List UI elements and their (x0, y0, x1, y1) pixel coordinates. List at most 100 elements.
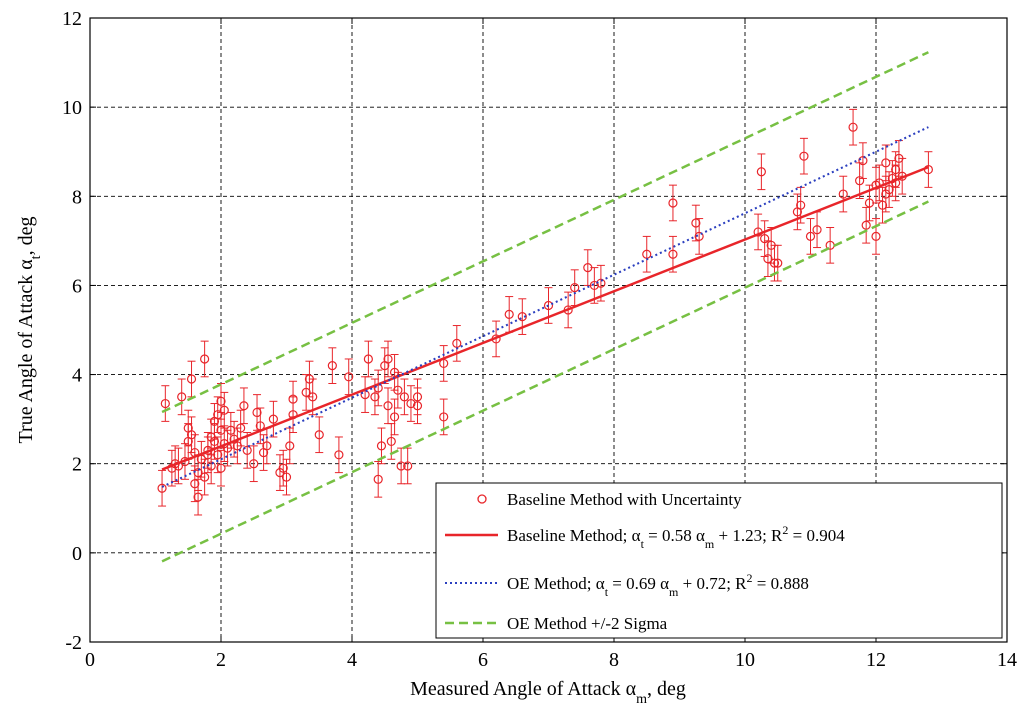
point-marker (363, 354, 373, 364)
point-marker (871, 231, 881, 241)
point-marker (393, 385, 403, 395)
y-tick-label: -2 (65, 632, 82, 654)
data-point (177, 378, 187, 416)
data-point (773, 244, 783, 282)
y-tick-label: 12 (62, 8, 82, 30)
point-marker (877, 200, 888, 210)
data-point (160, 385, 170, 422)
data-point (668, 235, 678, 273)
x-tick-label: 12 (866, 649, 886, 671)
data-point (334, 436, 344, 474)
point-marker (160, 398, 170, 409)
y-tick-label: 10 (62, 97, 82, 119)
data-point (216, 449, 226, 487)
point-marker (881, 158, 891, 168)
data-point (314, 416, 324, 454)
data-point (308, 378, 318, 416)
point-marker (796, 200, 806, 210)
legend-label-points: Baseline Method with Uncertainty (507, 490, 742, 509)
data-point (403, 447, 413, 485)
data-point (281, 458, 292, 496)
data-point (399, 378, 409, 416)
point-marker (812, 225, 822, 235)
point-marker (756, 167, 766, 177)
data-point (393, 371, 403, 409)
y-tick-label: 2 (72, 454, 82, 476)
data-point (157, 469, 167, 507)
data-point (805, 218, 816, 255)
point-marker (206, 461, 216, 471)
point-marker (226, 425, 236, 435)
sigma-band-line (161, 51, 929, 414)
data-point (848, 108, 858, 146)
point-marker (589, 280, 599, 291)
data-point (262, 427, 272, 465)
data-point (285, 427, 295, 465)
point-marker (262, 441, 272, 451)
data-point (249, 445, 259, 483)
point-marker (805, 231, 816, 241)
data-point (389, 398, 400, 436)
x-axis-label: Measured Angle of Attack αm, deg (410, 678, 686, 707)
x-tick-label: 14 (997, 649, 1017, 671)
x-tick-label: 10 (735, 649, 755, 671)
legend-marker-points (477, 494, 487, 504)
point-marker (773, 258, 783, 268)
point-marker (858, 156, 868, 166)
data-point (694, 218, 704, 255)
legend: Baseline Method with Uncertainty Baselin… (435, 482, 1003, 639)
data-point (871, 218, 881, 255)
point-marker (439, 412, 449, 422)
point-marker (249, 459, 259, 469)
data-point (383, 340, 393, 378)
plot-frame (89, 17, 1008, 643)
legend-label-oe: OE Method; αt = 0.69 αm + 0.72; R2 = 0.8… (507, 571, 809, 599)
data-point (756, 153, 766, 191)
legend-label-baseline: Baseline Method; αt = 0.58 αm + 1.23; R2… (507, 523, 845, 551)
data-point (239, 387, 249, 425)
point-marker (406, 398, 416, 409)
point-marker (308, 392, 318, 402)
y-axis-label: True Angle of Attack αt, deg (15, 217, 44, 444)
point-marker (389, 412, 400, 422)
data-point (363, 340, 373, 378)
point-marker (760, 234, 770, 244)
point-marker (543, 300, 554, 311)
baseline-fit-line (161, 165, 929, 471)
point-marker (278, 463, 288, 473)
sigma-band-line (161, 200, 929, 563)
point-marker (327, 361, 337, 371)
y-tick-label: 8 (72, 186, 82, 208)
point-marker (396, 461, 406, 471)
x-tick-label: 6 (478, 649, 488, 671)
data-point (200, 340, 210, 378)
point-marker (200, 354, 210, 364)
point-marker (268, 414, 278, 424)
point-marker (344, 372, 354, 382)
point-marker (285, 441, 295, 451)
point-marker (403, 461, 413, 471)
point-marker (193, 492, 203, 502)
point-marker (216, 463, 226, 473)
point-marker (855, 176, 865, 186)
data-point (858, 142, 868, 179)
point-marker (334, 450, 344, 460)
point-marker (376, 441, 387, 451)
oe-fit-line (161, 126, 929, 488)
point-marker (373, 474, 383, 484)
data-point (406, 385, 416, 422)
point-marker (642, 249, 652, 259)
point-marker (186, 374, 197, 384)
point-marker (517, 312, 527, 322)
data-point (327, 347, 337, 384)
point-marker (242, 445, 252, 455)
point-marker (504, 309, 514, 319)
point-marker (769, 258, 780, 268)
data-point (884, 171, 894, 208)
data-point (268, 400, 278, 438)
point-marker (157, 483, 167, 493)
point-marker (799, 151, 809, 161)
data-point (412, 387, 423, 425)
